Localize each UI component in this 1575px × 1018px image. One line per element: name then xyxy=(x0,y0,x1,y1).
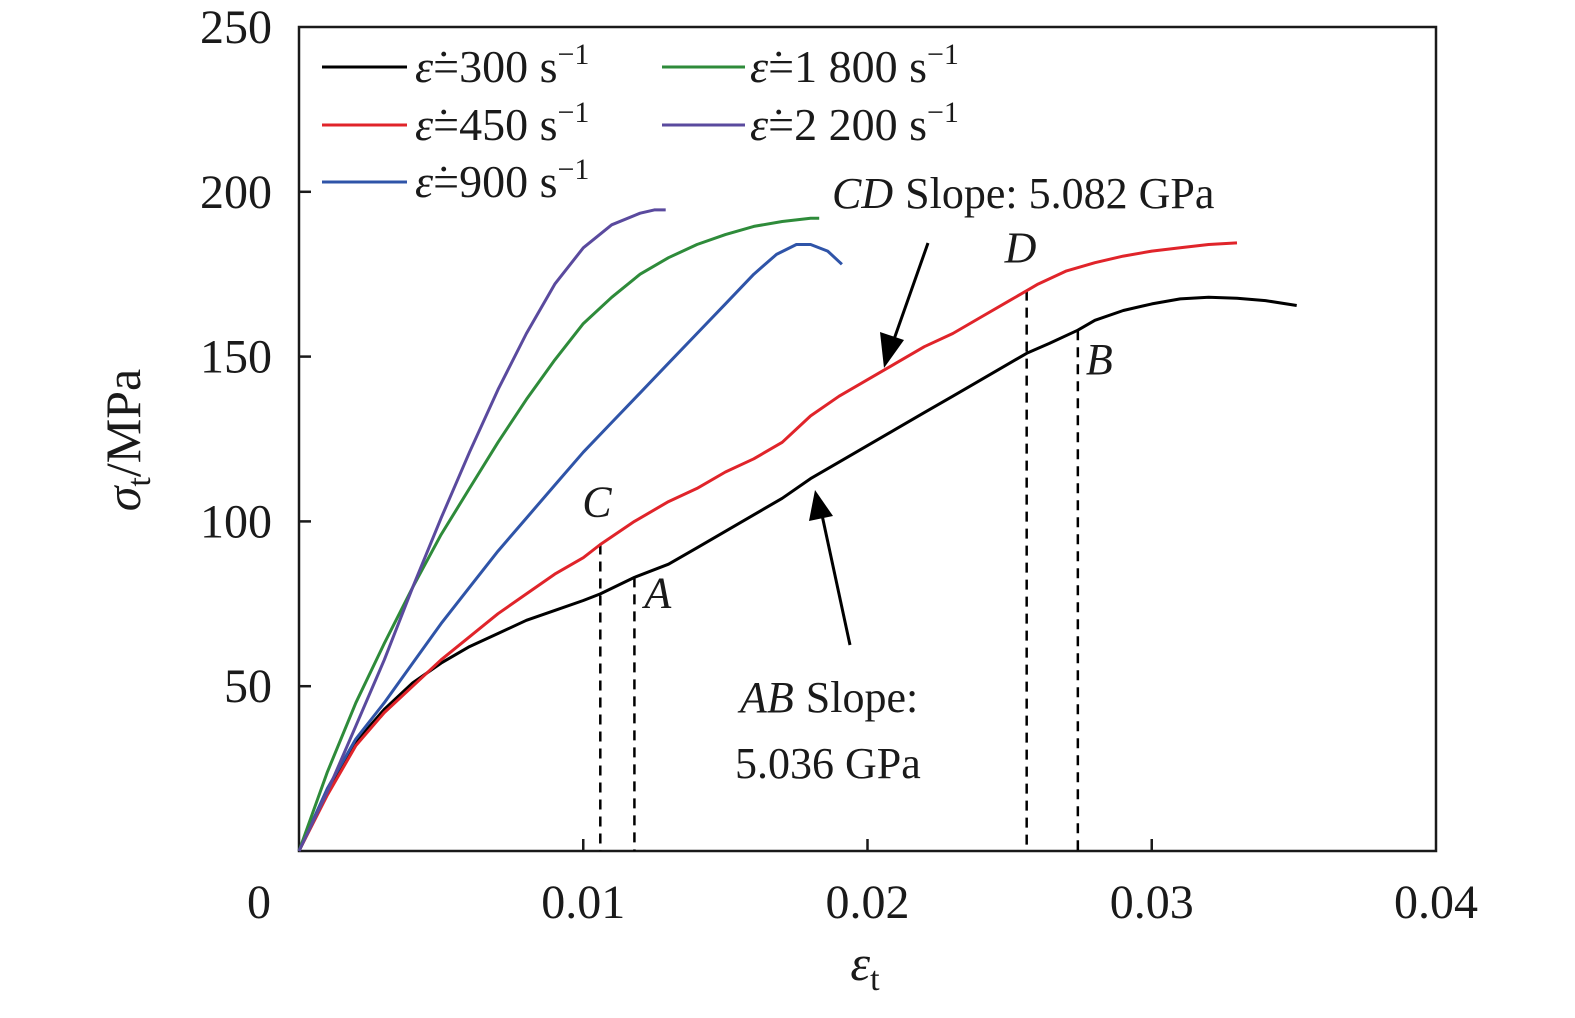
annotation-ab-line2: 5.036 GPa xyxy=(735,739,921,788)
series-layer xyxy=(297,208,1297,852)
annotation-ab-line1: AB Slope: xyxy=(737,673,918,722)
y-axis-title: σt/MPa xyxy=(95,369,158,511)
legend-item-900: ε̇=900 s−1 xyxy=(322,153,589,207)
point-label-d: D xyxy=(1004,224,1037,273)
point-label-a: A xyxy=(641,568,672,617)
legend-label-450: ε̇=450 s−1 xyxy=(415,96,589,150)
y-tick-label: 250 xyxy=(200,1,272,54)
x-tick-label: 0.01 xyxy=(541,876,625,929)
point-label-b: B xyxy=(1086,335,1113,384)
legend-item-300: ε̇=300 s−1 xyxy=(322,38,589,92)
y-tick-label: 150 xyxy=(200,331,272,384)
x-axis-ticks: 0 0.01 0.02 0.03 0.04 xyxy=(247,839,1478,929)
annotation-cd-arrowhead xyxy=(880,332,904,368)
series-line-3 xyxy=(297,216,820,852)
annotation-ab-arrowhead xyxy=(809,490,833,521)
legend-item-450: ε̇=450 s−1 xyxy=(322,96,589,150)
reference-lines xyxy=(599,290,1080,851)
x-tick-label: 0 xyxy=(247,876,271,929)
series-line-2 xyxy=(297,243,843,852)
legend-label-900: ε̇=900 s−1 xyxy=(415,153,589,207)
annotation-cd: CD Slope: 5.082 GPa xyxy=(832,169,1214,368)
series-line-0 xyxy=(297,295,1297,852)
annotation-cd-arrow xyxy=(890,242,930,346)
x-tick-label: 0.04 xyxy=(1394,876,1478,929)
annotation-ab: AB Slope: 5.036 GPa xyxy=(735,490,921,788)
y-tick-label: 100 xyxy=(200,495,272,548)
annotation-cd-text: CD Slope: 5.082 GPa xyxy=(832,169,1214,218)
y-tick-label: 50 xyxy=(224,660,272,713)
x-tick-label: 0.02 xyxy=(826,876,910,929)
legend-label-1800: ε̇=1 800 s−1 xyxy=(750,38,959,92)
y-tick-label: 200 xyxy=(200,166,272,219)
series-line-1 xyxy=(297,241,1238,852)
legend-label-2200: ε̇=2 200 s−1 xyxy=(750,96,959,150)
point-labels: CA D B xyxy=(582,224,1112,618)
plot-area xyxy=(297,25,1438,853)
legend-item-2200: ε̇=2 200 s−1 xyxy=(662,96,959,150)
y-axis-ticks: 50 100 150 200 250 xyxy=(200,1,311,713)
legend-item-1800: ε̇=1 800 s−1 xyxy=(662,38,959,92)
legend: ε̇=300 s−1 ε̇=450 s−1 ε̇=900 s−1 ε̇=1 80… xyxy=(322,38,959,207)
x-tick-label: 0.03 xyxy=(1110,876,1194,929)
x-axis-title: εt xyxy=(850,935,880,998)
point-label-c: C xyxy=(582,477,612,526)
legend-label-300: ε̇=300 s−1 xyxy=(415,38,589,92)
series-line-4 xyxy=(297,208,666,852)
annotation-ab-arrow xyxy=(820,514,852,646)
